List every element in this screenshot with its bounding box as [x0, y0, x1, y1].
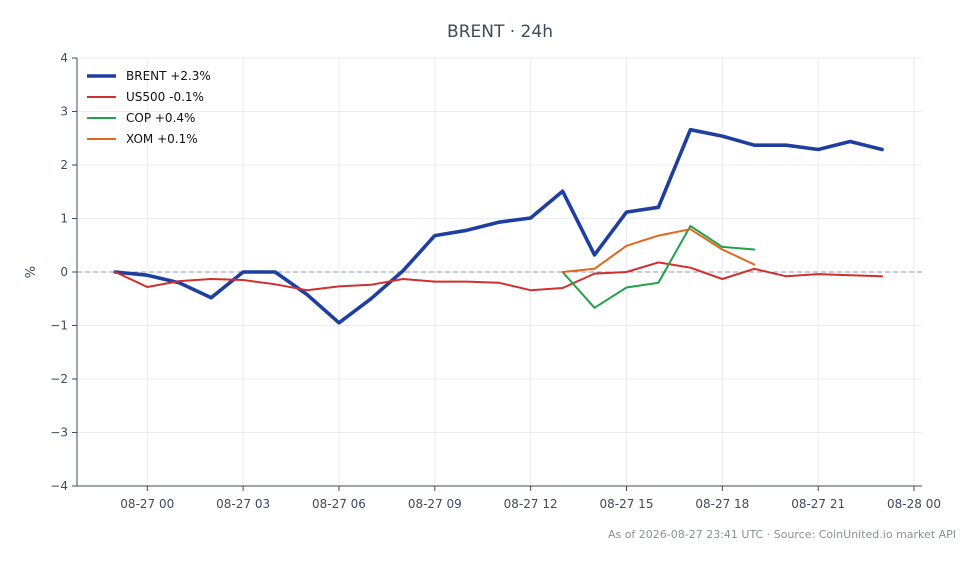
series-line-us500: [114, 261, 884, 292]
legend: BRENT +2.3% US500 -0.1% COP +0.4% XOM +0.1%: [87, 69, 211, 146]
y-tick-label: −4: [50, 479, 68, 493]
series-line-cop: [561, 225, 756, 309]
legend-label: BRENT +2.3%: [126, 69, 211, 83]
y-axis-ticks: 4 3 2 1 0 −1 −2 −3 −4: [50, 51, 77, 493]
source-footer: As of 2026-08-27 23:41 UTC · Source: Coi…: [608, 528, 956, 541]
y-axis-label: %: [24, 266, 39, 278]
chart-title: BRENT · 24h: [447, 22, 553, 42]
y-tick-label: 3: [60, 105, 68, 119]
y-tick-label: −2: [50, 372, 68, 386]
grid: [77, 57, 922, 487]
x-tick-label: 08-27 00: [120, 497, 174, 511]
series-layer: [113, 127, 884, 325]
legend-label: XOM +0.1%: [126, 132, 198, 146]
y-tick-label: 0: [60, 265, 68, 279]
x-tick-label: 08-27 15: [600, 497, 654, 511]
y-tick-label: 2: [60, 158, 68, 172]
x-tick-label: 08-27 06: [312, 497, 366, 511]
legend-label: COP +0.4%: [126, 111, 195, 125]
legend-label: US500 -0.1%: [126, 90, 204, 104]
x-tick-label: 08-27 18: [695, 497, 749, 511]
series-line-brent: [113, 127, 884, 325]
x-tick-label: 08-27 21: [791, 497, 845, 511]
x-axis-ticks: 08-27 00 08-27 03 08-27 06 08-27 09 08-27 12…: [120, 486, 941, 511]
y-tick-label: 4: [60, 51, 68, 65]
x-tick-label: 08-27 09: [408, 497, 462, 511]
y-tick-label: −3: [50, 426, 68, 440]
x-tick-label: 08-28 00: [887, 497, 941, 511]
series-line-xom: [561, 228, 756, 273]
x-tick-label: 08-27 03: [216, 497, 270, 511]
x-tick-label: 08-27 12: [504, 497, 558, 511]
y-tick-label: 1: [60, 212, 68, 226]
y-tick-label: −1: [50, 319, 68, 333]
